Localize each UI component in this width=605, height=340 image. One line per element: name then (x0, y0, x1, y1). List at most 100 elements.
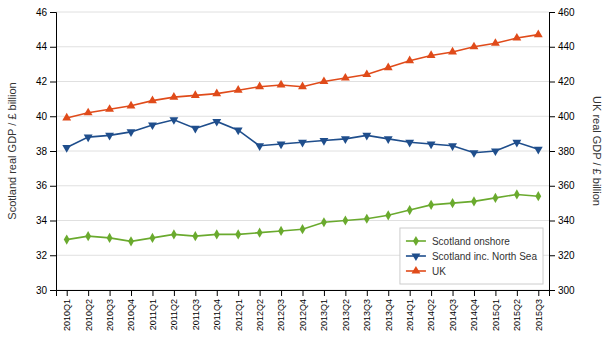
tick-mark (549, 221, 555, 222)
point (85, 231, 91, 241)
legend-symbol (413, 236, 419, 246)
axis-line (550, 13, 556, 291)
line (67, 120, 539, 153)
point (277, 141, 286, 149)
series (62, 29, 542, 120)
tick: 2014Q1 (405, 290, 415, 331)
tick-label: 2013Q2 (341, 299, 351, 331)
tick-mark (50, 12, 56, 13)
grid-line (56, 12, 549, 13)
point (169, 117, 178, 125)
tick-mark (367, 290, 368, 296)
point (64, 235, 70, 245)
point (341, 136, 350, 144)
point (427, 50, 436, 58)
tick-mark (217, 290, 218, 296)
point (428, 200, 434, 210)
point (342, 215, 348, 225)
point (128, 236, 134, 246)
tick: 420 (549, 76, 575, 87)
tick: 30 (36, 285, 56, 296)
tick-mark (50, 290, 56, 291)
tick-label: 2015Q1 (491, 299, 501, 331)
point (320, 138, 329, 146)
y-axis-title: Scotland real GDP / £ billion (6, 82, 18, 219)
tick: 2010Q1 (62, 290, 72, 331)
point (148, 122, 157, 130)
point (171, 229, 177, 239)
point (62, 113, 71, 121)
tick: 340 (549, 215, 575, 226)
point (298, 82, 307, 90)
y-axis: 303234363840424446 (36, 7, 57, 296)
tick: 460 (549, 7, 575, 18)
point (470, 150, 479, 158)
x-axis: 2010Q12010Q22010Q32010Q42011Q12011Q22011… (57, 290, 550, 331)
y2-axis-title: UK real GDP / £ billion (591, 96, 603, 206)
legend: Scotland onshoreScotland inc. North SeaU… (400, 228, 543, 284)
point (212, 119, 221, 127)
tick-mark (324, 290, 325, 296)
point (534, 29, 543, 37)
line (67, 35, 539, 118)
tick-mark (549, 255, 555, 256)
tick: 320 (549, 250, 575, 261)
tick: 34 (36, 215, 56, 226)
point (385, 210, 391, 220)
tick-label: 2011Q4 (212, 299, 222, 330)
tick: 400 (549, 111, 575, 122)
point (169, 92, 178, 100)
point (405, 140, 414, 148)
tick-label: 360 (558, 180, 575, 191)
tick: 36 (36, 180, 56, 191)
point (514, 189, 520, 199)
point (255, 82, 264, 90)
tick-label: 2010Q1 (62, 299, 72, 331)
tick-label: 2010Q4 (126, 299, 136, 331)
tick-mark (50, 186, 56, 187)
tick-mark (131, 290, 132, 296)
tick-label: 2014Q1 (405, 299, 415, 331)
tick-mark (238, 290, 239, 296)
point (321, 217, 327, 227)
tick-label: 42 (36, 76, 48, 87)
point (192, 231, 198, 241)
tick: 32 (36, 250, 56, 261)
tick-label: 440 (558, 41, 575, 52)
tick-label: 2014Q4 (469, 299, 479, 331)
tick-label: 2010Q3 (105, 299, 115, 331)
tick-label: 2012Q3 (276, 299, 286, 331)
point (150, 233, 156, 243)
tick-mark (50, 255, 56, 256)
tick-label: 400 (558, 111, 575, 122)
point (191, 126, 200, 134)
tick-mark (495, 290, 496, 296)
legend-symbol (412, 266, 421, 274)
tick-mark (549, 186, 555, 187)
tick: 2013Q3 (362, 290, 372, 331)
tick: 380 (549, 146, 575, 157)
point (512, 33, 521, 41)
point (127, 101, 136, 109)
tick-mark (538, 290, 539, 296)
point (450, 198, 456, 208)
tick-label: 2012Q4 (298, 299, 308, 331)
tick-mark (474, 290, 475, 296)
series (64, 189, 541, 246)
tick-label: 380 (558, 146, 575, 157)
tick: 300 (549, 285, 575, 296)
tick: 38 (36, 146, 56, 157)
tick: 2010Q2 (84, 290, 94, 331)
point (105, 104, 114, 112)
point (84, 135, 93, 143)
tick-label: 340 (558, 215, 575, 226)
tick-mark (345, 290, 346, 296)
tick-mark (549, 151, 555, 152)
tick-mark (152, 290, 153, 296)
tick: 360 (549, 180, 575, 191)
legend-box (400, 228, 543, 284)
tick-mark (549, 82, 555, 83)
tick-label: 2013Q1 (319, 299, 329, 331)
point (277, 80, 286, 88)
point (127, 129, 136, 137)
